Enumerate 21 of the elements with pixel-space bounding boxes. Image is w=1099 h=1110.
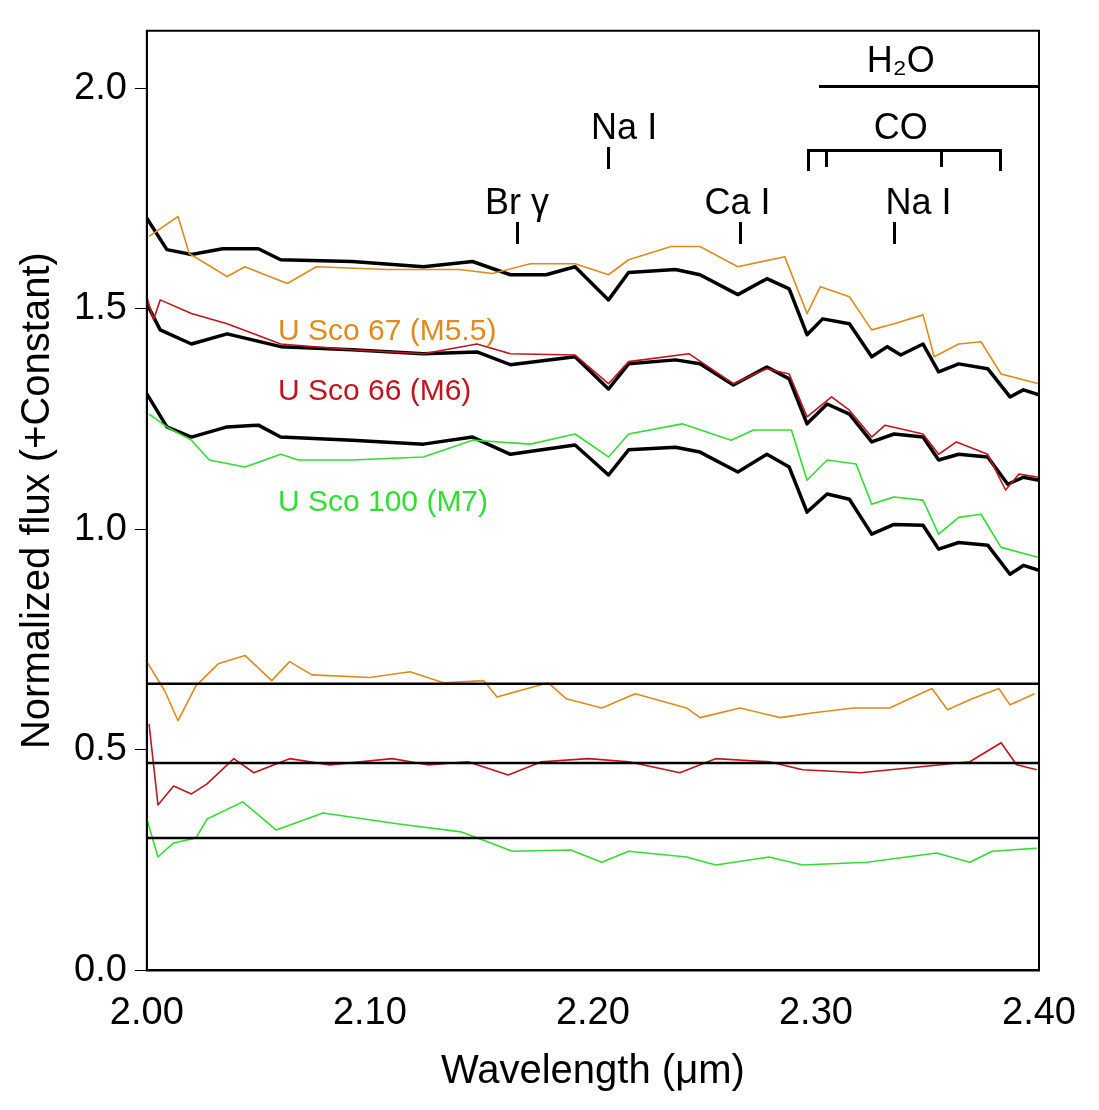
y-axis-title: Normalized flux (+Constant) xyxy=(13,252,58,750)
annotation: CO xyxy=(873,105,928,147)
x-tick-label: 2.10 xyxy=(332,989,407,1032)
series-label: U Sco 67 (M5.5) xyxy=(277,312,497,346)
annotation: Ca I xyxy=(704,181,771,223)
annotation: Br γ xyxy=(485,181,550,223)
y-tick-label: 2.0 xyxy=(74,64,127,107)
y-tick-label: 1.5 xyxy=(74,285,127,328)
x-tick-label: 2.30 xyxy=(778,989,853,1032)
x-tick-label: 2.00 xyxy=(109,989,184,1032)
series-label: U Sco 100 (M7) xyxy=(277,483,489,517)
x-axis-title: Wavelength (μm) xyxy=(440,1047,745,1092)
series-label: U Sco 66 (M6) xyxy=(277,373,472,407)
annotation: Na I xyxy=(885,181,952,223)
x-tick-label: 2.20 xyxy=(555,989,630,1032)
y-tick-label: 1.0 xyxy=(74,505,127,548)
y-tick-label: 0.5 xyxy=(74,726,127,769)
x-tick-label: 2.40 xyxy=(1002,989,1076,1032)
y-tick-label: 0.0 xyxy=(74,946,127,989)
annotation: H₂O xyxy=(866,39,935,81)
annotation: Na I xyxy=(591,105,658,147)
